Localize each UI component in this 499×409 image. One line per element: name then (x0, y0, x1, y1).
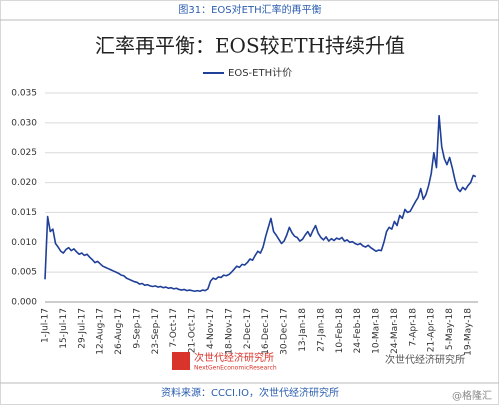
series-line (44, 114, 477, 293)
chart-title: 汇率再平衡：EOS较ETH持续升值 (95, 34, 405, 58)
x-tick-label: 10-Mar-18 (372, 308, 382, 354)
y-tick-label: 0.010 (11, 238, 37, 248)
x-tick-label: 15-Jul-17 (59, 308, 69, 349)
y-tick-label: 0.005 (11, 268, 37, 278)
x-tick-label: 24-Feb-18 (353, 308, 363, 354)
wechat-label: 次世代经济研究所 (385, 353, 465, 366)
x-tick-label: 24-Mar-18 (390, 308, 400, 354)
y-tick-label: 0.000 (11, 298, 37, 308)
watermark-name: 次世代经济研究所 (194, 351, 274, 364)
x-tick-label: 30-Dec-17 (280, 308, 290, 355)
watermark: 次世代经济研究所 NextGenEconomicResearch (172, 351, 277, 372)
x-tick-label: 26-Aug-17 (114, 308, 124, 355)
x-tick-label: 12-Aug-17 (96, 308, 106, 355)
x-tick-label: 16-Dec-17 (261, 308, 271, 355)
x-tick-label: 5-May-18 (445, 308, 455, 350)
credit: @格隆汇 (452, 389, 492, 402)
x-tick-label: 1-Jul-17 (41, 308, 51, 343)
y-tick-label: 0.020 (11, 178, 37, 188)
legend-label: EOS-ETH计价 (228, 66, 292, 79)
watermark-logo (172, 352, 190, 370)
y-tick-label: 0.030 (11, 118, 37, 128)
x-tick-label: 27-Jan-18 (316, 308, 326, 352)
x-tick-label: 9-Sep-17 (132, 308, 142, 349)
x-tick-label: 10-Feb-18 (335, 308, 345, 354)
x-tick-label: 13-Jan-18 (298, 308, 308, 352)
x-tick-label: 4-Nov-17 (206, 308, 216, 349)
legend: EOS-ETH计价 (203, 66, 292, 79)
y-tick-label: 0.015 (11, 208, 37, 218)
caption: 图31：EOS对ETH汇率的再平衡 (178, 3, 321, 16)
x-tick-label: 21-Apr-18 (427, 308, 437, 352)
x-tick-label: 29-Jul-17 (77, 308, 87, 349)
x-tick-label: 23-Sep-17 (151, 308, 161, 354)
x-tick-label: 19-May-18 (464, 308, 474, 356)
watermark-name-en: NextGenEconomicResearch (194, 365, 277, 372)
x-tick-label: 21-Oct-17 (188, 308, 198, 353)
x-tick-label: 7-Oct-17 (169, 308, 179, 348)
x-tick-label: 7-Apr-18 (408, 308, 418, 347)
y-tick-label: 0.035 (11, 89, 37, 99)
x-tick-label: 18-Nov-17 (224, 308, 234, 355)
y-tick-label: 0.025 (11, 148, 37, 158)
source: 资料来源：CCCI.IO，次世代经济研究所 (161, 386, 339, 399)
plot: 0.000 0.005 0.010 0.015 0.020 0.025 0.030 0.035… (11, 89, 478, 356)
x-tick-label: 2-Dec-17 (243, 308, 253, 349)
